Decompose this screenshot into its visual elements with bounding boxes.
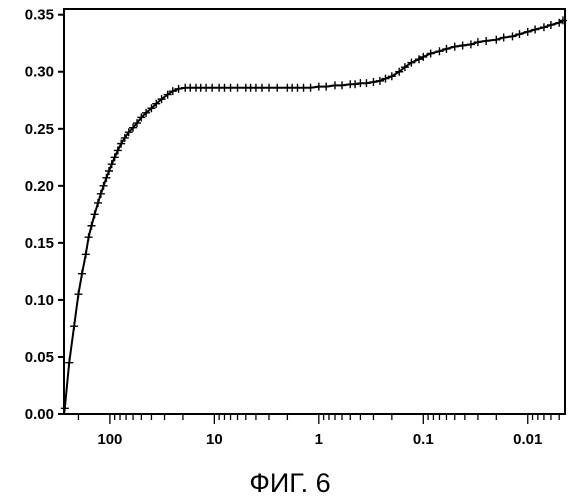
data-point <box>65 359 73 367</box>
data-point <box>515 30 523 38</box>
y-tick-label: 0.20 <box>25 178 54 195</box>
data-point <box>427 49 435 57</box>
data-point <box>258 84 266 92</box>
data-point <box>70 322 78 330</box>
data-point <box>322 83 330 91</box>
y-tick-label: 0.25 <box>25 121 54 138</box>
y-tick-label: 0.15 <box>25 235 54 252</box>
data-point <box>74 290 82 298</box>
plot-frame <box>64 9 565 414</box>
data-point <box>91 210 99 218</box>
x-axis-ticks <box>78 414 559 424</box>
data-point <box>508 32 516 40</box>
data-point <box>102 174 110 182</box>
data-point <box>492 36 500 44</box>
data-point <box>108 160 116 168</box>
data-point <box>435 47 443 55</box>
x-tick-label: 10 <box>206 431 223 448</box>
data-point <box>315 83 323 91</box>
data-point <box>97 190 105 198</box>
data-point <box>547 21 555 29</box>
data-point <box>442 45 450 53</box>
data-point <box>227 84 235 92</box>
y-axis-labels: 0.00 0.05 0.10 0.15 0.20 0.25 0.30 0.35 <box>25 7 54 423</box>
figure-caption: ФИГ. 6 <box>249 468 330 498</box>
data-point <box>100 182 108 190</box>
data-point <box>82 250 90 258</box>
y-tick-label: 0.05 <box>25 349 54 366</box>
y-tick-label: 0.10 <box>25 292 54 309</box>
data-point <box>307 84 315 92</box>
data-point <box>94 199 102 207</box>
x-tick-label: 1 <box>315 431 323 448</box>
data-point <box>369 78 377 86</box>
data-point <box>300 84 308 92</box>
data-point <box>351 80 359 88</box>
data-point <box>531 26 539 34</box>
y-tick-label: 0.30 <box>25 64 54 81</box>
data-point <box>362 79 370 87</box>
data-point <box>273 84 281 92</box>
x-tick-label: 100 <box>97 431 122 448</box>
data-point <box>338 81 346 89</box>
data-point <box>331 81 339 89</box>
data-point <box>451 43 459 51</box>
data-point <box>114 146 122 154</box>
data-point <box>85 233 93 241</box>
data-point <box>265 84 273 92</box>
series-markers <box>61 16 567 412</box>
data-point <box>467 40 475 48</box>
data-point <box>482 37 490 45</box>
data-point <box>524 28 532 36</box>
data-point <box>234 84 242 92</box>
y-tick-label: 0.35 <box>25 7 54 24</box>
data-point <box>208 84 216 92</box>
data-point <box>87 222 95 230</box>
data-point <box>61 404 69 412</box>
data-point <box>459 42 467 50</box>
data-point <box>105 167 113 175</box>
series-line <box>65 20 563 408</box>
y-tick-label: 0.00 <box>25 406 54 423</box>
x-axis-labels: 100 10 1 0.1 0.01 <box>97 431 542 448</box>
data-point <box>540 23 548 31</box>
x-tick-label: 0.1 <box>413 431 434 448</box>
data-point <box>474 38 482 46</box>
x-tick-label: 0.01 <box>513 431 542 448</box>
data-point <box>111 153 119 161</box>
data-point <box>78 270 86 278</box>
data-point <box>500 34 508 42</box>
